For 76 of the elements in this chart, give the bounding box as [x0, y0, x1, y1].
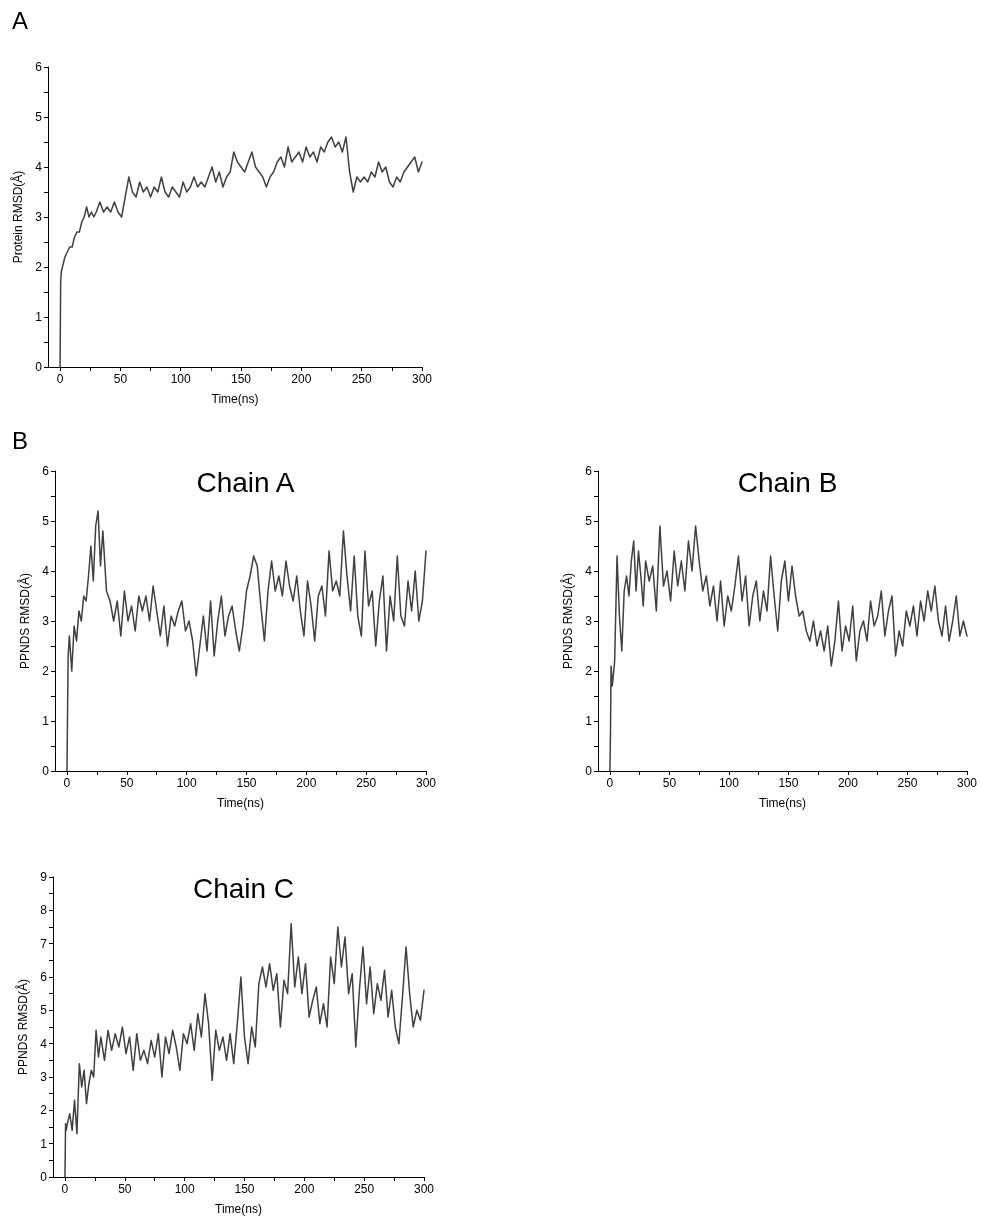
x-tick-label: 150: [236, 776, 257, 790]
y-axis-title: Protein RMSD(Å): [10, 170, 26, 264]
y-tick-label: 9: [40, 870, 48, 884]
x-tick-label: 200: [291, 372, 312, 386]
y-tick-label: 0: [42, 764, 50, 778]
y-tick-label: 5: [585, 514, 593, 528]
y-tick-label: 6: [40, 970, 48, 984]
y-tick-label: 3: [42, 614, 50, 628]
y-tick-label: 3: [585, 614, 593, 628]
y-tick-label: 8: [40, 903, 48, 918]
x-tick-label: 300: [956, 776, 978, 790]
x-tick-label: 100: [170, 372, 192, 386]
x-tick-label: 50: [113, 372, 128, 386]
x-tick-label: 300: [415, 776, 437, 790]
y-tick-label: 0: [40, 1170, 48, 1184]
y-tick-label: 2: [40, 1103, 48, 1118]
x-tick-label: 300: [411, 372, 433, 386]
y-tick-label: 2: [35, 260, 43, 274]
y-tick-label: 0: [35, 360, 43, 374]
x-tick-label: 0: [606, 776, 614, 790]
x-axis-title: Time(ns): [217, 796, 264, 810]
y-axis-title: PPNDS RMSD(Å): [17, 572, 33, 670]
x-tick-label: 0: [61, 1182, 69, 1196]
x-tick-label: 100: [174, 1182, 195, 1196]
x-tick-label: 100: [718, 776, 740, 790]
y-tick-label: 4: [585, 564, 593, 578]
text: B: [12, 426, 29, 454]
x-axis-title: Time(ns): [759, 796, 806, 810]
y-tick-label: 6: [585, 464, 593, 478]
x-tick-label: 250: [897, 776, 918, 790]
x-tick-label: 200: [837, 776, 859, 790]
y-tick-label: 1: [585, 714, 593, 728]
line-series: [66, 510, 427, 772]
x-tick-label: 250: [351, 372, 373, 386]
x-tick-label: 250: [356, 776, 377, 790]
x-tick-label: 150: [234, 1182, 255, 1196]
y-tick-label: 3: [35, 210, 43, 224]
y-tick-label: 3: [40, 1070, 48, 1084]
x-tick-label: 150: [778, 776, 799, 790]
x-tick-label: 0: [63, 776, 71, 790]
text: A: [12, 6, 29, 34]
line-series: [64, 922, 425, 1178]
y-tick-label: 4: [42, 564, 50, 578]
y-tick-label: 1: [42, 714, 50, 728]
x-tick-label: 200: [294, 1182, 315, 1196]
y-tick-label: 6: [42, 464, 50, 478]
chart-title: Chain B: [737, 466, 838, 498]
chart-title: Chain A: [196, 466, 295, 498]
y-tick-label: 2: [585, 664, 593, 678]
x-axis-title: Time(ns): [211, 392, 259, 406]
x-tick-label: 100: [176, 776, 197, 790]
y-tick-label: 5: [35, 110, 43, 124]
y-tick-label: 4: [40, 1036, 48, 1051]
x-tick-label: 50: [662, 776, 677, 790]
y-tick-label: 5: [42, 514, 50, 528]
x-tick-label: 50: [118, 1182, 132, 1196]
y-tick-label: 1: [40, 1136, 48, 1151]
chart-title: Chain C: [192, 872, 295, 904]
y-tick-label: 1: [35, 310, 43, 324]
line-series: [609, 525, 968, 772]
line-series: [59, 136, 423, 368]
x-tick-label: 300: [413, 1182, 435, 1196]
x-tick-label: 150: [231, 372, 252, 386]
x-tick-label: 0: [56, 372, 64, 386]
x-tick-label: 50: [120, 776, 134, 790]
y-tick-label: 2: [42, 664, 50, 678]
y-tick-label: 0: [585, 764, 593, 778]
y-tick-label: 7: [40, 936, 48, 951]
y-tick-label: 6: [35, 60, 43, 74]
x-tick-label: 200: [296, 776, 317, 790]
y-axis-title: PPNDS RMSD(Å): [560, 572, 576, 670]
x-tick-label: 250: [354, 1182, 375, 1196]
x-axis-title: Time(ns): [215, 1202, 262, 1216]
y-tick-label: 4: [35, 160, 43, 174]
y-tick-label: 5: [40, 1003, 48, 1018]
y-axis-title: PPNDS RMSD(Å): [15, 978, 31, 1076]
